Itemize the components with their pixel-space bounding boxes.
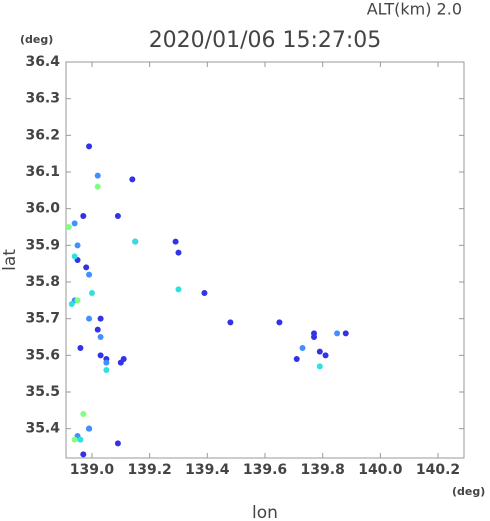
y-tick-label: 36.0: [25, 201, 60, 217]
echo-point: [94, 326, 101, 333]
echo-point: [175, 249, 182, 256]
y-tick-label: 35.5: [25, 384, 60, 400]
y-tick-label: 35.9: [25, 237, 60, 253]
echo-point: [132, 238, 139, 245]
echo-point: [77, 436, 84, 443]
x-tick-label: 139.4: [185, 462, 230, 478]
echo-point: [97, 315, 104, 322]
altitude-label: ALT(km) 2.0: [367, 0, 462, 19]
y-tick-label: 35.4: [25, 421, 60, 437]
x-tick-label: 139.8: [301, 462, 345, 478]
y-tick-label: 36.2: [25, 127, 60, 143]
echo-point: [120, 356, 127, 362]
echo-point: [77, 345, 84, 351]
echo-point: [299, 345, 306, 351]
echo-point: [293, 356, 300, 362]
x-unit: (deg): [452, 485, 485, 498]
echo-point: [97, 352, 104, 359]
x-tick-label: 139.0: [70, 462, 115, 478]
echo-point: [74, 242, 81, 249]
y-tick-label: 36.3: [25, 91, 60, 107]
echo-point: [80, 411, 87, 417]
x-tick-label: 139.6: [243, 462, 287, 478]
echo-point: [80, 213, 87, 219]
echo-point: [86, 271, 93, 278]
echo-point: [322, 352, 329, 359]
echo-point: [342, 330, 349, 337]
echo-point: [88, 290, 95, 296]
echo-point: [227, 319, 234, 326]
echo-point: [334, 330, 341, 337]
echo-point: [172, 238, 179, 245]
y-tick-label: 36.4: [25, 54, 60, 70]
echo-point: [71, 253, 78, 260]
y-tick-label: 35.7: [25, 311, 60, 327]
echo-point: [129, 176, 136, 183]
echo-point: [83, 264, 90, 271]
echo-point: [311, 334, 318, 340]
echo-point: [276, 319, 283, 326]
x-tick-label: 139.2: [127, 462, 171, 478]
y-tick-label: 35.6: [25, 347, 60, 363]
echo-point: [65, 224, 72, 230]
echo-point: [94, 183, 101, 190]
x-tick-label: 140.2: [416, 462, 460, 478]
y-axis-label: lat: [0, 249, 20, 271]
plot-frame: [65, 61, 465, 459]
echo-point: [97, 334, 104, 340]
echo-point: [71, 220, 78, 227]
echo-point: [94, 172, 101, 179]
echo-point: [316, 348, 323, 355]
echo-point: [86, 143, 93, 150]
echo-point: [71, 436, 78, 443]
chart-title: 2020/01/06 15:27:05: [149, 28, 382, 53]
echo-point: [103, 359, 110, 366]
y-unit: (deg): [20, 33, 53, 46]
echo-point: [68, 301, 75, 307]
echo-point: [114, 213, 121, 219]
x-axis-label: lon: [252, 503, 278, 521]
y-tick-label: 36.1: [25, 164, 60, 180]
echo-point: [103, 367, 110, 373]
y-tick-label: 35.8: [25, 274, 60, 290]
echo-point: [175, 286, 182, 293]
echo-point: [114, 440, 121, 447]
echo-point: [86, 425, 93, 432]
echo-point: [201, 290, 208, 296]
echo-point: [74, 297, 81, 304]
x-tick-label: 140.0: [358, 462, 403, 478]
echo-point: [316, 363, 323, 370]
echo-point: [86, 315, 93, 322]
echo-point: [80, 451, 87, 458]
